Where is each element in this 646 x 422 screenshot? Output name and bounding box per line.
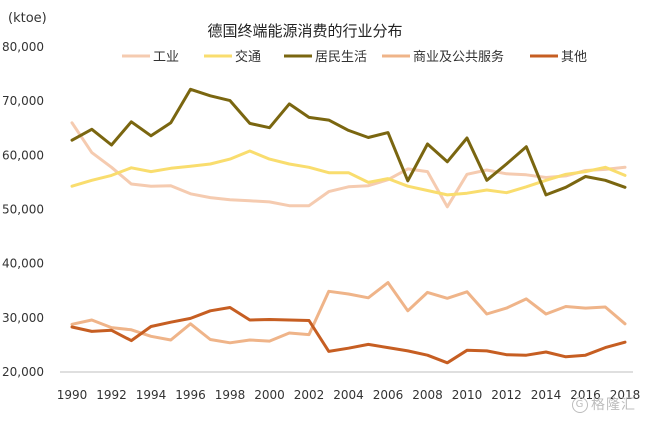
y-tick-label: 20,000 <box>2 365 44 379</box>
y-axis-ticks: 20,000 30,000 40,000 50,000 60,000 70,000 80,0… <box>2 40 44 379</box>
logo-icon: G <box>572 397 588 413</box>
x-tick-label: 2000 <box>254 388 285 402</box>
y-tick-label: 40,000 <box>2 257 44 271</box>
watermark-text: 格隆汇 <box>591 397 636 413</box>
x-tick-label: 1996 <box>175 388 206 402</box>
x-tick-label: 2004 <box>333 388 364 402</box>
x-tick-label: 2014 <box>531 388 562 402</box>
x-tick-label: 2006 <box>373 388 404 402</box>
x-tick-label: 1992 <box>96 388 127 402</box>
x-tick-label: 1998 <box>215 388 246 402</box>
y-tick-label: 50,000 <box>2 203 44 217</box>
series-line <box>70 87 627 197</box>
legend-label: 其他 <box>561 50 587 65</box>
x-tick-label: 2018 <box>610 388 641 402</box>
x-tick-label: 2010 <box>452 388 483 402</box>
legend-label: 交通 <box>235 49 261 65</box>
y-tick-label: 80,000 <box>2 40 44 54</box>
x-tick-label: 2008 <box>412 388 443 402</box>
series-line <box>70 281 627 345</box>
legend-label: 工业 <box>153 50 179 65</box>
legend: 工业 交通 居民生活 商业及公共服务 其他 <box>122 49 587 65</box>
chart-title: 德国终端能源消费的行业分布 <box>207 22 402 40</box>
y-axis-label: (ktoe) <box>8 11 47 26</box>
legend-label: 居民生活 <box>315 50 367 65</box>
x-axis-ticks: 1990 1992 1994 1996 1998 2000 2002 2004 2006 2008… <box>57 388 641 402</box>
series-line <box>70 121 627 209</box>
y-tick-label: 70,000 <box>2 94 44 108</box>
x-tick-label: 2002 <box>294 388 325 402</box>
x-tick-label: 1994 <box>136 388 167 402</box>
legend-label: 商业及公共服务 <box>413 49 504 65</box>
x-tick-label: 1990 <box>57 388 88 402</box>
x-tick-label: 2012 <box>491 388 522 402</box>
series-lines <box>70 87 627 365</box>
series-line <box>70 149 627 197</box>
series-line <box>70 306 627 365</box>
y-tick-label: 30,000 <box>2 311 44 325</box>
watermark: G 格隆汇 <box>572 394 636 414</box>
y-tick-label: 60,000 <box>2 148 44 162</box>
